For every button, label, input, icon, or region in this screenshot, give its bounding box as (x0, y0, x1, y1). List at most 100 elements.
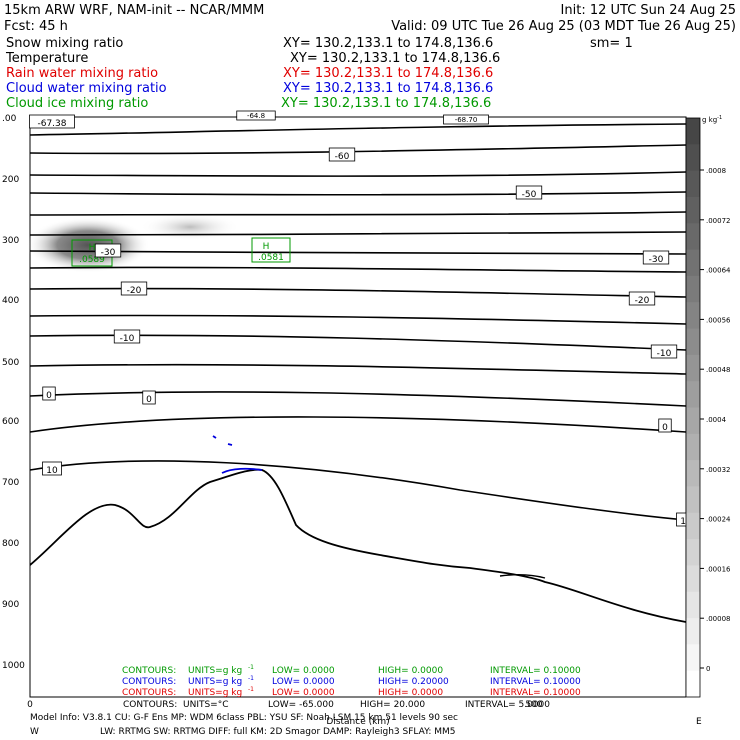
colorbar-step (686, 381, 700, 408)
isotherm-label-cut: -68.70 (443, 114, 489, 125)
header-title: 15km ARW WRF, NAM-init -- NCAR/MMM (4, 3, 264, 18)
isotherm (29, 211, 687, 216)
isotherm-label: -20 (628, 291, 656, 306)
corner-west: W (30, 727, 39, 737)
contour-info-units-exp: -1 (248, 686, 254, 693)
colorbar: g kg-1 .0008 .00072 .00064 .00056 .00048 .000… (685, 115, 731, 698)
contour-info-units: UNITS=g kg (188, 688, 242, 698)
colorbar-step (686, 486, 700, 514)
high-label: H (89, 243, 96, 253)
contour-info-units-exp: -1 (248, 675, 254, 682)
isotherm-label-text: 0 (46, 391, 52, 401)
colorbar-label: 0 (706, 665, 710, 673)
isotherm-lines (29, 123, 687, 521)
colorbar-step (686, 275, 700, 303)
colorbar-label: .00024 (706, 516, 731, 524)
isotherm-label-text: -60 (335, 152, 350, 162)
colorbar-unit: g kg-1 (702, 115, 722, 124)
contour-info-units: UNITS=g kg (188, 677, 242, 687)
high-label: H (263, 242, 270, 252)
isotherm-label: -60 (328, 147, 356, 162)
xy-snow: XY= 130.2,133.1 to 174.8,136.6 (283, 36, 493, 51)
isotherm-label: 0 (658, 418, 672, 433)
contour-info-high: HIGH= 20.000 (360, 700, 425, 710)
colorbar-ramp (685, 117, 701, 698)
header-field-temperature: Temperature (5, 51, 88, 66)
colorbar-step (686, 302, 700, 330)
header-field-rain: Rain water mixing ratio (6, 66, 158, 81)
y-tick-label: 700 (2, 478, 19, 488)
isotherm-label-text: 0 (662, 423, 668, 433)
contour-info-name: CONTOURS: (123, 700, 177, 710)
isotherm-labels: -60-50-30-30-20-20-10-100001010-67.38-64… (29, 110, 696, 527)
terrain-outline (29, 468, 687, 623)
isotherm-label-text: 10 (46, 466, 58, 476)
contour-info-low: LOW= 0.0000 (272, 688, 335, 698)
colorbar-outline (685, 117, 701, 698)
y-tick-label: 900 (2, 600, 19, 610)
y-axis-labels: .00 200 300 400 500 600 700 800 900 1000 (2, 114, 25, 671)
colorbar-label: .0008 (706, 167, 726, 175)
header-field-cloud-ice: Cloud ice mixing ratio (6, 96, 148, 111)
colorbar-label: .00016 (706, 565, 731, 573)
contour-info-high: HIGH= 0.0000 (378, 688, 443, 698)
contour-info-interval: INTERVAL= 0.10000 (490, 666, 581, 676)
colorbar-label: .00072 (706, 217, 731, 225)
high-value: .0581 (258, 253, 284, 263)
header-valid: Valid: 09 UTC Tue 26 Aug 25 (03 MDT Tue … (391, 19, 736, 34)
colorbar-step (686, 618, 700, 645)
isotherm-label-text: -30 (649, 255, 664, 265)
isotherm (29, 460, 687, 521)
isotherm-label-text: -30 (101, 248, 116, 258)
colorbar-step (686, 512, 700, 540)
isotherm-label-text: -10 (120, 334, 135, 344)
isotherm (29, 314, 687, 325)
colorbar-label: .00064 (706, 267, 731, 275)
colorbar-step (686, 565, 700, 593)
colorbar-step (686, 196, 700, 224)
cloud-water-contours (212, 435, 263, 474)
y-tick-label: 200 (2, 175, 19, 185)
isotherm-label: -10 (650, 344, 678, 359)
contour-info-name: CONTOURS: (122, 666, 176, 676)
y-tick-label: .00 (2, 114, 17, 124)
colorbar-step (686, 144, 700, 172)
colorbar-step (686, 644, 700, 672)
contour-info-high: HIGH= 0.20000 (378, 677, 449, 687)
colorbar-step (686, 591, 700, 619)
colorbar-step (686, 170, 700, 198)
colorbar-label: .00056 (706, 316, 731, 324)
isotherm (29, 123, 687, 136)
colorbar-step (686, 407, 700, 435)
terrain-sliver (499, 573, 546, 579)
header-fcst: Fcst: 45 h (4, 19, 68, 34)
y-tick-label: 800 (2, 539, 19, 549)
cloud-water-contour (221, 467, 263, 474)
isotherm-label: -67.38 (29, 114, 75, 129)
isotherm (29, 171, 687, 177)
isotherm-label-text: 0 (146, 395, 152, 405)
colorbar-labels: .0008 .00072 .00064 .00056 .00048 .0004 .00032… (700, 167, 731, 673)
cloud-water-contour (212, 435, 217, 439)
isotherm-label-text: -67.38 (37, 119, 66, 129)
y-tick-label: 400 (2, 296, 19, 306)
y-tick-label: 500 (2, 358, 19, 368)
cloud-water-contour (227, 443, 233, 446)
colorbar-label: .00048 (706, 366, 731, 374)
isotherm (29, 416, 687, 433)
isotherm-label: -20 (120, 281, 148, 296)
isotherm (29, 363, 687, 375)
isotherm (29, 391, 687, 407)
isotherm-label: -50 (515, 185, 543, 200)
cloud-shading-west (26, 217, 150, 273)
colorbar-step (686, 670, 700, 698)
contour-info-row: CONTOURS: UNITS=°C LOW= -65.000 HIGH= 20.00… (123, 700, 550, 710)
isotherm-label: -10 (113, 329, 141, 344)
cloud-shading-upper (140, 213, 240, 241)
isotherm (29, 266, 687, 273)
colorbar-step (686, 354, 700, 382)
isotherm-label-text: -64.8 (247, 112, 265, 120)
high-value: .0589 (79, 255, 105, 265)
plot-frame (29, 116, 687, 698)
